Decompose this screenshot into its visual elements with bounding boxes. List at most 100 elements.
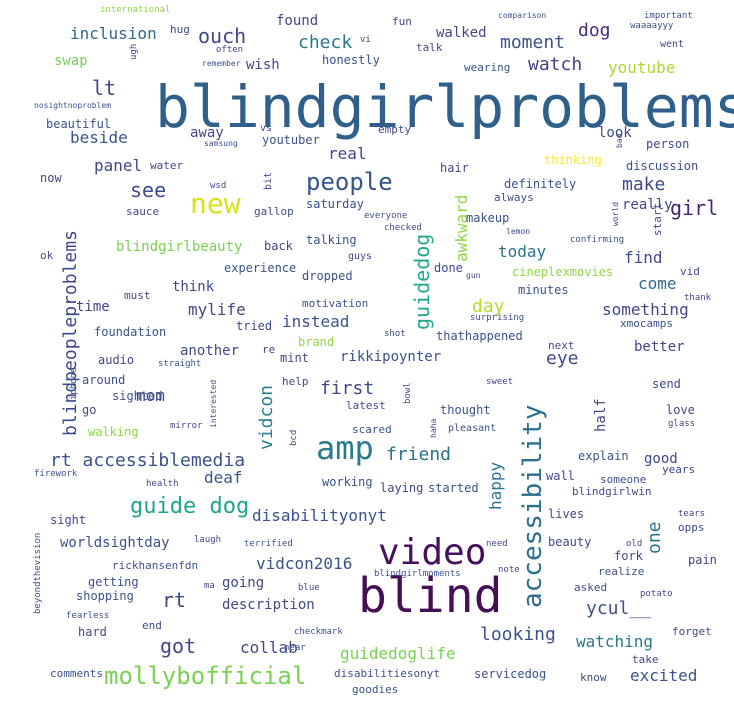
word: checkmark (294, 627, 343, 637)
word: fun (392, 15, 412, 28)
word: blindgirlbeauty (116, 239, 243, 255)
word: watch (528, 54, 583, 75)
word: another (180, 343, 240, 359)
word: servicedog (474, 667, 547, 681)
word: new (190, 187, 241, 220)
word: got (160, 634, 197, 658)
word: getting (88, 575, 139, 589)
word: love (666, 403, 695, 417)
word: samsung (204, 139, 238, 148)
word: latest (346, 399, 386, 412)
word: awkward (452, 194, 471, 262)
word: description (222, 597, 315, 613)
word: old (626, 539, 643, 549)
word: talking (306, 233, 357, 247)
word: instead (282, 312, 350, 331)
word: next (548, 339, 575, 352)
word: one (644, 521, 665, 554)
word: going (222, 575, 265, 591)
word: hair (440, 161, 469, 175)
word: health (146, 479, 179, 489)
word: panel (94, 156, 143, 175)
word: thank (684, 293, 712, 303)
word: motivation (302, 297, 369, 310)
word: nosightnoproblem (34, 101, 112, 110)
word: eye (546, 348, 579, 369)
word: thinking (544, 153, 602, 167)
word: collab (240, 638, 298, 657)
word: think (172, 279, 215, 295)
word: find (624, 248, 663, 267)
word: scared (352, 423, 392, 436)
word: waaaayyy (630, 21, 674, 31)
word: ouch (198, 24, 247, 48)
word: thathappened (436, 329, 523, 343)
word: straight (158, 359, 202, 369)
word: rikkipoynter (340, 349, 442, 365)
word: done (434, 261, 463, 275)
word: went (660, 39, 685, 50)
word: xmocamps (620, 317, 673, 330)
word: pain (688, 553, 717, 567)
word: dropped (302, 269, 353, 283)
word: water (150, 159, 184, 172)
word: send (652, 377, 681, 391)
word: people (306, 168, 393, 196)
word: years (662, 463, 696, 476)
word: away (190, 125, 224, 141)
word: amp (316, 429, 374, 467)
word: mom (136, 386, 165, 405)
word: good (644, 451, 678, 467)
word: explain (578, 449, 629, 463)
word: thought (440, 403, 491, 417)
word: vid (680, 265, 700, 278)
word: friend (386, 444, 452, 465)
word: cineplexmovies (512, 265, 614, 279)
word: disabilitiesonyt (334, 667, 440, 680)
word: vidcon (256, 384, 277, 450)
word: interested (209, 379, 218, 428)
word: remember (202, 59, 241, 68)
word: gun (466, 271, 481, 280)
word: ma (204, 581, 215, 591)
word: iphone (69, 367, 79, 400)
word: sauce (126, 205, 160, 218)
word: walking (88, 425, 139, 439)
word: audio (98, 353, 135, 367)
word: mylife (188, 300, 246, 319)
word: inclusion (70, 24, 157, 43)
word: looking (480, 624, 556, 645)
word: wall (546, 469, 575, 483)
word: lt (92, 76, 117, 100)
word: ok (40, 249, 54, 262)
word: deaf (204, 468, 243, 487)
word: walked (436, 25, 487, 41)
word: laugh (194, 535, 222, 545)
word: excited (630, 666, 698, 685)
word: found (276, 13, 319, 29)
word: back (264, 239, 293, 253)
word: help (282, 375, 309, 388)
word: bowl (403, 382, 413, 404)
word: bad (615, 133, 624, 148)
word: shopping (76, 589, 134, 603)
word: saturday (306, 197, 364, 211)
word: youtuber (262, 133, 320, 147)
word: vidcon2016 (256, 554, 353, 573)
word: minutes (518, 283, 569, 297)
word: talk (416, 41, 443, 54)
word: always (494, 191, 534, 204)
word: surprising (470, 313, 525, 323)
word: someone (600, 473, 647, 486)
word: ycul__ (586, 598, 652, 619)
word: started (428, 481, 479, 495)
word: blue (298, 583, 320, 593)
word: goodies (352, 683, 399, 696)
word: re (262, 343, 276, 356)
word: bcd (289, 429, 299, 446)
word: know (580, 671, 607, 684)
word: glass (668, 419, 696, 429)
word: real (328, 144, 367, 163)
word: disabilityonyt (252, 506, 387, 525)
word: often (216, 45, 244, 55)
